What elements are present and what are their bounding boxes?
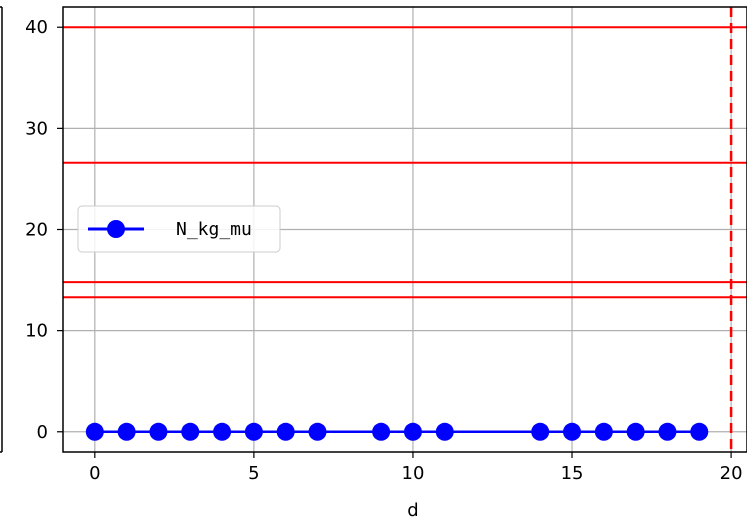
y-tick-label: 30 — [25, 118, 48, 139]
legend-box — [77, 205, 281, 253]
neighbor-panel-edge — [0, 6, 3, 453]
data-point — [244, 422, 263, 441]
y-tick-label: 0 — [37, 422, 48, 443]
x-tick-label: 20 — [720, 463, 743, 484]
data-point — [117, 422, 136, 441]
x-tick-label: 10 — [402, 463, 425, 484]
legend-marker-swatch — [107, 220, 125, 238]
data-point — [563, 422, 582, 441]
y-axis-ticks: 0 10 20 30 40 — [25, 17, 63, 443]
y-tick-label: 40 — [25, 17, 48, 38]
data-point — [372, 422, 391, 441]
legend-label: N_kg_mu — [176, 219, 252, 240]
y-tick-label: 20 — [25, 220, 48, 241]
series-group — [85, 422, 709, 441]
data-point — [403, 422, 422, 441]
x-tick-label: 0 — [89, 463, 100, 484]
data-point — [658, 422, 677, 441]
data-point — [626, 422, 645, 441]
x-axis-ticks: 0 5 10 15 20 — [89, 452, 743, 484]
x-tick-label: 5 — [248, 463, 259, 484]
data-point — [594, 422, 613, 441]
data-point — [531, 422, 550, 441]
x-axis-label: d — [407, 500, 418, 521]
data-point — [213, 422, 232, 441]
y-tick-label: 10 — [25, 321, 48, 342]
data-point — [435, 422, 454, 441]
x-tick-label: 15 — [561, 463, 584, 484]
reference-lines-horizontal — [63, 26, 747, 299]
legend: N_kg_mu — [77, 205, 281, 253]
data-point — [276, 422, 295, 441]
data-point — [149, 422, 168, 441]
data-point — [181, 422, 200, 441]
data-point — [308, 422, 327, 441]
data-point — [85, 422, 104, 441]
data-point — [690, 422, 709, 441]
